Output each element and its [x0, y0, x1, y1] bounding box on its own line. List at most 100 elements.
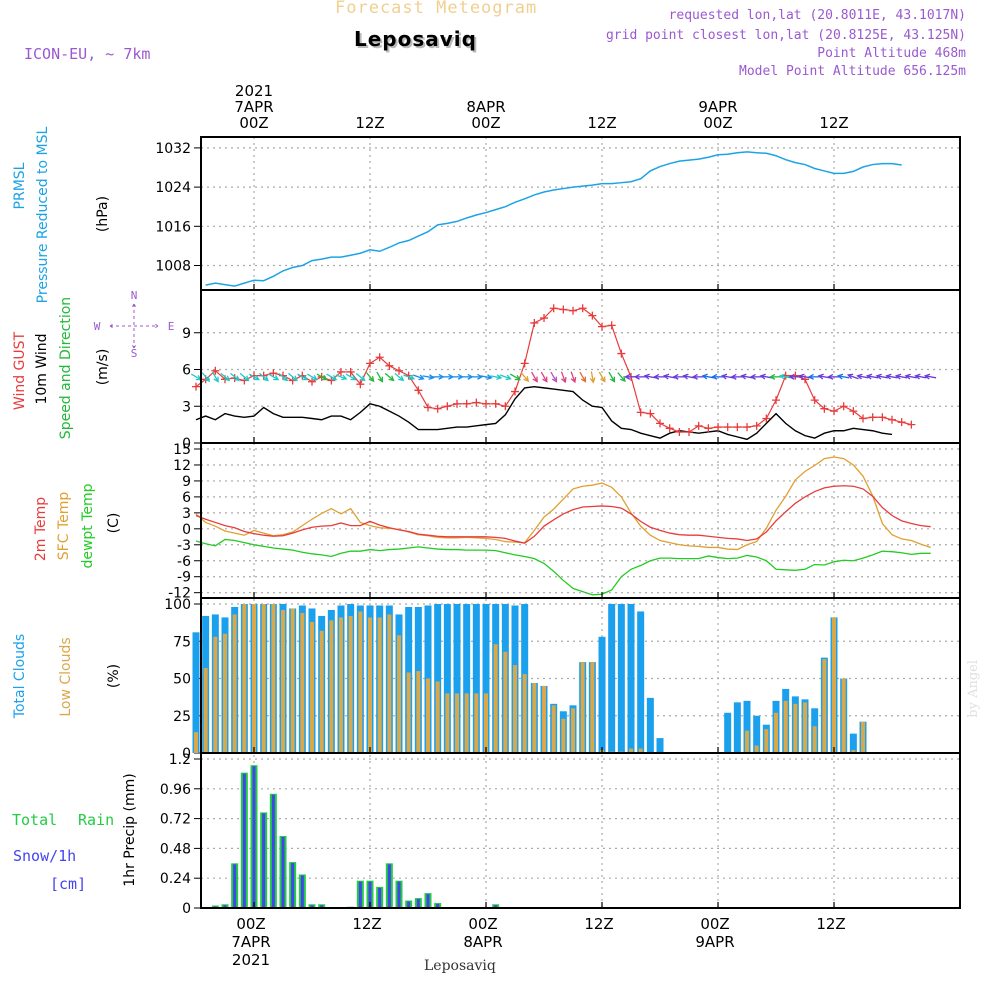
- legend-unit: [cm]: [50, 875, 86, 893]
- sfctemp-label: SFC Temp: [56, 492, 72, 561]
- y-tick-label: -9: [177, 570, 191, 586]
- y-tick-label: -3: [177, 538, 191, 554]
- wind-direction-arrow: [838, 375, 850, 379]
- gust-marker: [375, 353, 384, 362]
- wind-unit: (m/s): [95, 349, 111, 386]
- bottom-time-label: 00Z: [700, 915, 729, 933]
- wind-arrow-head: [262, 375, 269, 382]
- y-tick-label: 12: [173, 458, 191, 474]
- pressure-label-1: PRMSL: [12, 162, 28, 209]
- wind-direction-arrow: [550, 371, 557, 382]
- gust-marker: [462, 399, 471, 408]
- wind-direction-arrow: [365, 372, 375, 382]
- compass-w: W: [94, 320, 101, 333]
- compass-icon: [109, 303, 159, 349]
- gust-marker: [878, 413, 887, 422]
- wind-direction-arrow: [915, 375, 927, 379]
- wind-direction-arrow: [422, 375, 434, 379]
- wind-direction-arrow: [560, 371, 566, 383]
- wind-direction-arrow: [617, 372, 626, 382]
- wind-direction-arrow: [741, 375, 753, 379]
- bottom-time-label: 7APR: [231, 933, 270, 951]
- total-cloud-bar: [656, 738, 664, 753]
- wind-arrow-head: [477, 373, 484, 380]
- panel-frame: [200, 752, 961, 909]
- low-cloud-bar: [406, 672, 411, 753]
- low-cloud-bar: [213, 636, 218, 753]
- precip-inner-bar: [233, 864, 237, 908]
- low-cloud-bar: [426, 678, 431, 753]
- total-cloud-bar: [434, 604, 442, 753]
- gust-marker: [501, 402, 510, 411]
- wind-arrow-head: [532, 376, 538, 383]
- top-time-label: 00Z: [471, 114, 500, 132]
- y-tick-label: -6: [177, 554, 191, 570]
- low-cloud-bar: [484, 693, 489, 753]
- wind-arrow-head: [341, 374, 348, 381]
- low-cloud-bar: [290, 608, 295, 753]
- wind-direction-arrow: [480, 375, 492, 379]
- gust-marker: [839, 402, 848, 411]
- top-time-label: 8APR: [466, 98, 505, 116]
- wind-direction-arrow: [876, 375, 888, 379]
- gust-marker: [723, 423, 732, 432]
- precip-inner-bar: [436, 904, 440, 908]
- wind-direction-arrow: [490, 375, 502, 379]
- precip-inner-bar: [387, 864, 391, 908]
- y-tick-label: 1016: [155, 219, 191, 235]
- bottom-time-label: 2021: [232, 951, 270, 969]
- wind-arrow-head: [624, 373, 631, 380]
- precip-inner-bar: [310, 905, 314, 908]
- footer-station: Leposaviq: [424, 958, 496, 974]
- low-cloud-bar: [435, 681, 440, 753]
- wind-direction-arrow: [190, 373, 202, 381]
- wind-direction-arrow: [345, 373, 356, 381]
- gust-marker: [211, 366, 220, 375]
- wind-arrow-head: [817, 373, 824, 380]
- wind-arrow-head: [580, 376, 587, 383]
- gust-marker: [849, 407, 858, 416]
- wind-arrow-head: [836, 373, 844, 380]
- wind-arrow-head: [388, 375, 395, 382]
- wind-arrow-head: [807, 373, 814, 380]
- wind-direction-arrow: [220, 372, 230, 381]
- low-cloud-bar: [416, 671, 421, 753]
- total-cloud-bar: [627, 604, 635, 753]
- gust-marker: [888, 415, 897, 424]
- total-cloud-bar: [192, 632, 200, 753]
- wind-direction-arrow: [590, 371, 594, 383]
- wind-direction-arrow: [376, 371, 383, 382]
- low-cloud-bar: [368, 617, 373, 753]
- y-tick-label: 1024: [155, 180, 191, 196]
- total-cloud-bar: [646, 697, 654, 753]
- wind-arrow-head: [691, 373, 698, 380]
- gust-marker: [482, 399, 491, 408]
- precip-inner-bar: [320, 905, 324, 908]
- low-cloud-bar: [822, 659, 827, 753]
- gust-marker: [385, 361, 394, 370]
- wind-arrow-head: [551, 376, 558, 383]
- precip-inner-bar: [368, 881, 372, 908]
- clouds-unit: (%): [106, 664, 122, 688]
- low-cloud-bar: [358, 611, 363, 753]
- total-cloud-bar: [743, 700, 751, 753]
- total-cloud-bar: [724, 712, 732, 753]
- wind-speed-line: [195, 385, 893, 441]
- low-cloud-bar: [203, 668, 208, 753]
- wind-arrow-head: [914, 373, 921, 380]
- wind-direction-arrow: [598, 371, 606, 382]
- wind-arrow-head: [904, 373, 911, 380]
- wind-direction-arrow: [259, 372, 269, 381]
- wind-direction-arrow: [520, 372, 529, 382]
- panel-frame: [200, 136, 961, 291]
- y-tick-label: 6: [182, 363, 191, 379]
- wind-arrow-head: [398, 375, 405, 382]
- y-tick-label: 0: [182, 436, 191, 452]
- panel-frame: [200, 289, 961, 444]
- wind-arrow-head: [224, 375, 231, 382]
- wind-direction-arrow: [288, 372, 298, 381]
- precip-inner-bar: [494, 905, 498, 908]
- wind-arrow-head: [894, 373, 902, 380]
- top-time-label: 12Z: [587, 114, 616, 132]
- station-title: Leposaviq: [354, 27, 477, 51]
